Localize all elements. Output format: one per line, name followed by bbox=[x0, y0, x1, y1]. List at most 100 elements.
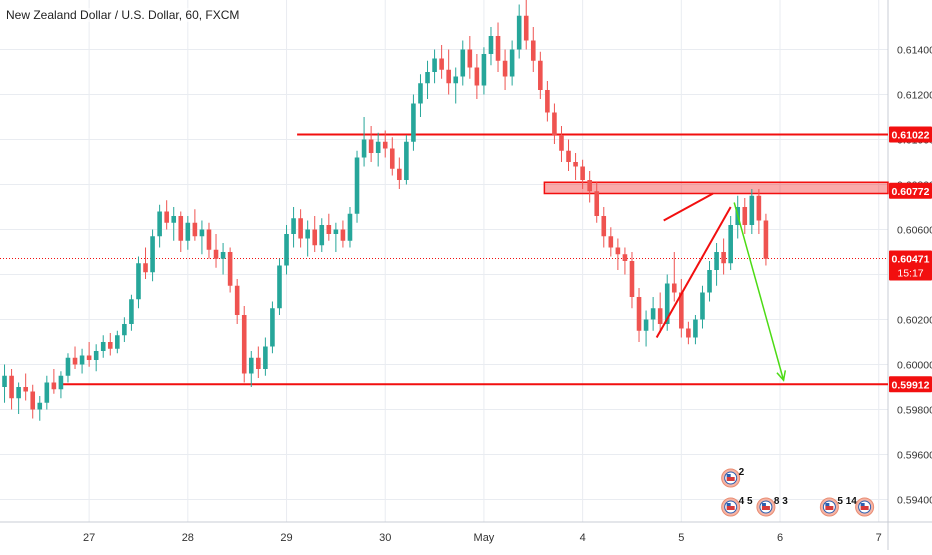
candle-body bbox=[650, 308, 656, 320]
event-marker-icon[interactable]: 5 14 bbox=[819, 496, 857, 517]
candle-body bbox=[58, 375, 64, 390]
candle-body bbox=[291, 218, 296, 234]
flag-canton bbox=[726, 503, 731, 506]
candle-body bbox=[129, 299, 134, 324]
candle-body bbox=[270, 308, 275, 347]
candle-body bbox=[629, 261, 635, 297]
candle-body bbox=[248, 357, 254, 374]
candle-body bbox=[671, 283, 677, 293]
y-tick-label: 0.60200 bbox=[897, 315, 932, 327]
event-markers: 2 4 5 8 3 5 14 bbox=[721, 467, 875, 517]
candle-body bbox=[488, 36, 494, 54]
x-tick-label: May bbox=[474, 532, 495, 544]
candles bbox=[2, 0, 769, 421]
event-marker-icon[interactable] bbox=[855, 497, 875, 517]
candle-body bbox=[474, 67, 480, 86]
candle-body bbox=[636, 297, 642, 331]
price-label-text: 0.61022 bbox=[892, 130, 930, 142]
flag-canton bbox=[726, 474, 731, 477]
x-tick-label: 30 bbox=[379, 532, 391, 544]
candle-body bbox=[552, 112, 557, 135]
event-marker-icon[interactable]: 4 5 bbox=[721, 496, 753, 517]
candle-body bbox=[664, 283, 670, 324]
price-labels: 0.61022 0.60772 0.60471 15:17 0.59912 bbox=[889, 126, 932, 393]
event-count-label: 4 5 bbox=[739, 496, 753, 507]
flag-stripe bbox=[825, 506, 834, 510]
candle-body bbox=[227, 252, 233, 286]
candle-body bbox=[171, 216, 177, 223]
candle-body bbox=[707, 270, 712, 293]
x-tick-label: 27 bbox=[83, 532, 95, 544]
candle-body bbox=[298, 218, 303, 239]
flag-canton bbox=[825, 503, 830, 506]
candle-body bbox=[446, 69, 451, 84]
y-tick-label: 0.59600 bbox=[897, 450, 932, 462]
candle-body bbox=[107, 342, 113, 349]
y-tick-label: 0.59800 bbox=[897, 405, 932, 417]
candle-body bbox=[749, 195, 755, 225]
candle-body bbox=[481, 54, 487, 86]
event-marker-icon[interactable]: 8 3 bbox=[756, 496, 788, 517]
event-count-label: 5 14 bbox=[837, 496, 857, 507]
candle-body bbox=[256, 357, 261, 369]
candle-body bbox=[714, 252, 719, 270]
candle-body bbox=[263, 346, 268, 369]
candle-body bbox=[397, 168, 402, 180]
candle-body bbox=[115, 335, 120, 349]
trend-line bbox=[655, 206, 732, 338]
price-label-tag bbox=[889, 250, 932, 281]
y-tick-label: 0.59400 bbox=[897, 495, 932, 507]
candle-body bbox=[368, 139, 374, 153]
candle-body bbox=[523, 15, 529, 41]
candle-body bbox=[679, 292, 684, 329]
x-tick-label: 28 bbox=[182, 532, 194, 544]
candle-body bbox=[241, 315, 247, 374]
flag-canton bbox=[761, 503, 766, 506]
event-count-label: 2 bbox=[739, 467, 745, 478]
candle-body bbox=[686, 328, 691, 338]
y-tick-label: 0.60000 bbox=[897, 360, 932, 372]
candle-body bbox=[136, 263, 141, 300]
candle-body bbox=[615, 247, 621, 255]
candle-body bbox=[467, 49, 473, 68]
candle-body bbox=[361, 139, 367, 158]
candle-body bbox=[79, 355, 85, 365]
candle-body bbox=[411, 103, 416, 142]
grid bbox=[0, 0, 888, 522]
price-label-text: 0.60772 bbox=[892, 186, 930, 198]
candle-body bbox=[312, 229, 318, 246]
event-count-label: 8 3 bbox=[774, 496, 788, 507]
candle-body bbox=[495, 36, 501, 61]
candle-body bbox=[608, 236, 614, 248]
candle-body bbox=[100, 342, 106, 351]
candle-body bbox=[693, 319, 698, 338]
candle-body bbox=[375, 141, 381, 153]
candle-body bbox=[72, 357, 78, 365]
candle-body bbox=[728, 225, 733, 264]
candle-body bbox=[516, 15, 522, 50]
candle-body bbox=[763, 220, 769, 259]
candle-body bbox=[30, 391, 36, 410]
candle-body bbox=[234, 285, 240, 315]
price-label-tag bbox=[889, 126, 932, 143]
candle-body bbox=[157, 211, 162, 237]
candle-body bbox=[333, 229, 339, 234]
candle-body bbox=[404, 141, 409, 180]
candle-body bbox=[432, 58, 437, 72]
candle-body bbox=[51, 382, 57, 390]
candle-body bbox=[277, 265, 282, 309]
candle-body bbox=[530, 40, 536, 61]
event-marker-icon[interactable]: 2 bbox=[721, 467, 745, 488]
candle-body bbox=[538, 60, 543, 90]
y-tick-label: 0.60600 bbox=[897, 225, 932, 237]
x-tick-label: 29 bbox=[280, 532, 292, 544]
candle-body bbox=[502, 60, 508, 77]
x-tick-label: 7 bbox=[876, 532, 882, 544]
candle-body bbox=[594, 191, 600, 216]
candle-body bbox=[573, 162, 578, 167]
candle-body bbox=[37, 402, 43, 410]
flag-canton bbox=[860, 503, 865, 506]
candle-body bbox=[340, 229, 346, 241]
candle-body bbox=[16, 387, 21, 399]
